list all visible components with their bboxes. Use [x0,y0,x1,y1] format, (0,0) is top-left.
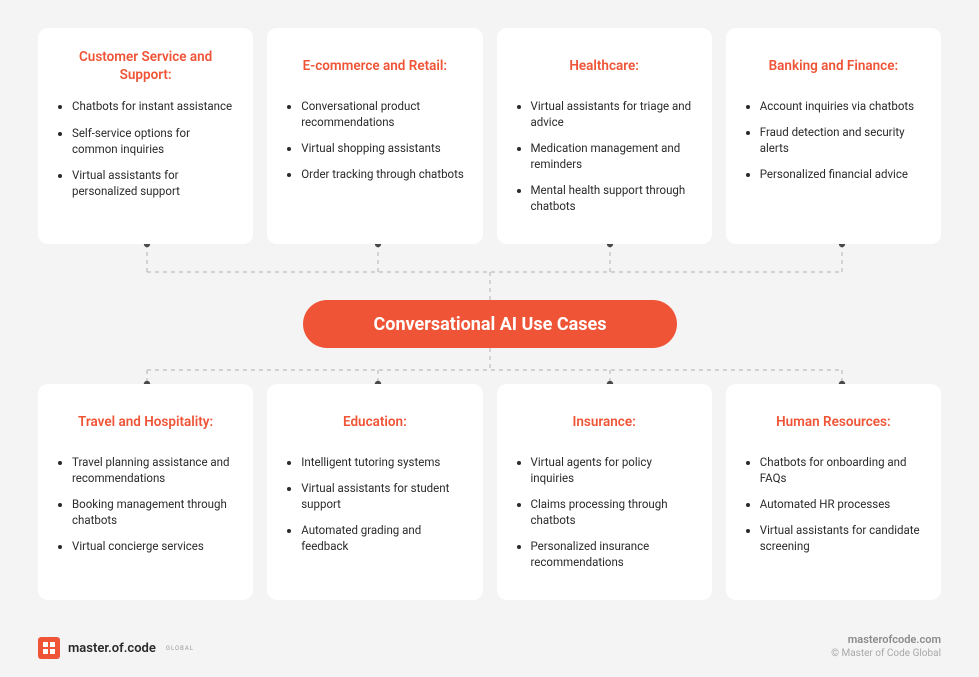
list-item: Medication management and reminders [531,140,694,172]
list-item: Personalized financial advice [760,166,923,182]
list-item: Claims processing through chatbots [531,496,694,528]
card-list: Virtual assistants for triage and advice… [515,98,694,225]
card-list: Travel planning assistance and recommend… [56,454,235,564]
list-item: Virtual concierge services [72,538,235,554]
hub-label: Conversational AI Use Cases [374,314,607,335]
card-title: Banking and Finance: [744,48,923,84]
list-item: Automated HR processes [760,496,923,512]
card-customer-service: Customer Service and Support: Chatbots f… [38,28,253,244]
brand-name: master.of.code [68,641,156,656]
brand-logo-icon [38,637,60,659]
brand-sub: GLOBAL [166,645,194,652]
list-item: Travel planning assistance and recommend… [72,454,235,486]
list-item: Automated grading and feedback [301,522,464,554]
card-title: Travel and Hospitality: [56,404,235,440]
list-item: Virtual assistants for triage and advice [531,98,694,130]
card-list: Chatbots for instant assistance Self-ser… [56,98,235,208]
list-item: Mental health support through chatbots [531,182,694,214]
list-item: Virtual assistants for candidate screeni… [760,522,923,554]
card-title: Healthcare: [515,48,694,84]
card-hr: Human Resources: Chatbots for onboarding… [726,384,941,600]
list-item: Booking management through chatbots [72,496,235,528]
hub-pill: Conversational AI Use Cases [303,300,677,348]
card-ecommerce: E-commerce and Retail: Conversational pr… [267,28,482,244]
list-item: Chatbots for instant assistance [72,98,235,114]
list-item: Order tracking through chatbots [301,166,464,182]
credits-url: masterofcode.com [831,633,941,646]
card-title: Insurance: [515,404,694,440]
list-item: Conversational product recommendations [301,98,464,130]
list-item: Self-service options for common inquirie… [72,125,235,157]
list-item: Virtual agents for policy inquiries [531,454,694,486]
footer: master.of.code GLOBAL masterofcode.com ©… [38,633,941,659]
brand: master.of.code GLOBAL [38,637,194,659]
card-education: Education: Intelligent tutoring systems … [267,384,482,600]
card-title: Customer Service and Support: [56,48,235,84]
card-title: Human Resources: [744,404,923,440]
card-healthcare: Healthcare: Virtual assistants for triag… [497,28,712,244]
list-item: Fraud detection and security alerts [760,124,923,156]
list-item: Virtual shopping assistants [301,140,464,156]
card-title: Education: [285,404,464,440]
list-item: Virtual assistants for personalized supp… [72,167,235,199]
list-item: Account inquiries via chatbots [760,98,923,114]
card-insurance: Insurance: Virtual agents for policy inq… [497,384,712,600]
list-item: Intelligent tutoring systems [301,454,464,470]
list-item: Virtual assistants for student support [301,480,464,512]
card-list: Virtual agents for policy inquiries Clai… [515,454,694,581]
card-list: Account inquiries via chatbots Fraud det… [744,98,923,192]
list-item: Personalized insurance recommendations [531,538,694,570]
list-item: Chatbots for onboarding and FAQs [760,454,923,486]
card-title: E-commerce and Retail: [285,48,464,84]
credits: masterofcode.com © Master of Code Global [831,633,941,659]
card-list: Conversational product recommendations V… [285,98,464,192]
bottom-row: Travel and Hospitality: Travel planning … [0,384,979,600]
card-travel: Travel and Hospitality: Travel planning … [38,384,253,600]
top-row: Customer Service and Support: Chatbots f… [0,28,979,244]
credits-copyright: © Master of Code Global [831,648,941,659]
card-banking: Banking and Finance: Account inquiries v… [726,28,941,244]
card-list: Chatbots for onboarding and FAQs Automat… [744,454,923,564]
card-list: Intelligent tutoring systems Virtual ass… [285,454,464,564]
